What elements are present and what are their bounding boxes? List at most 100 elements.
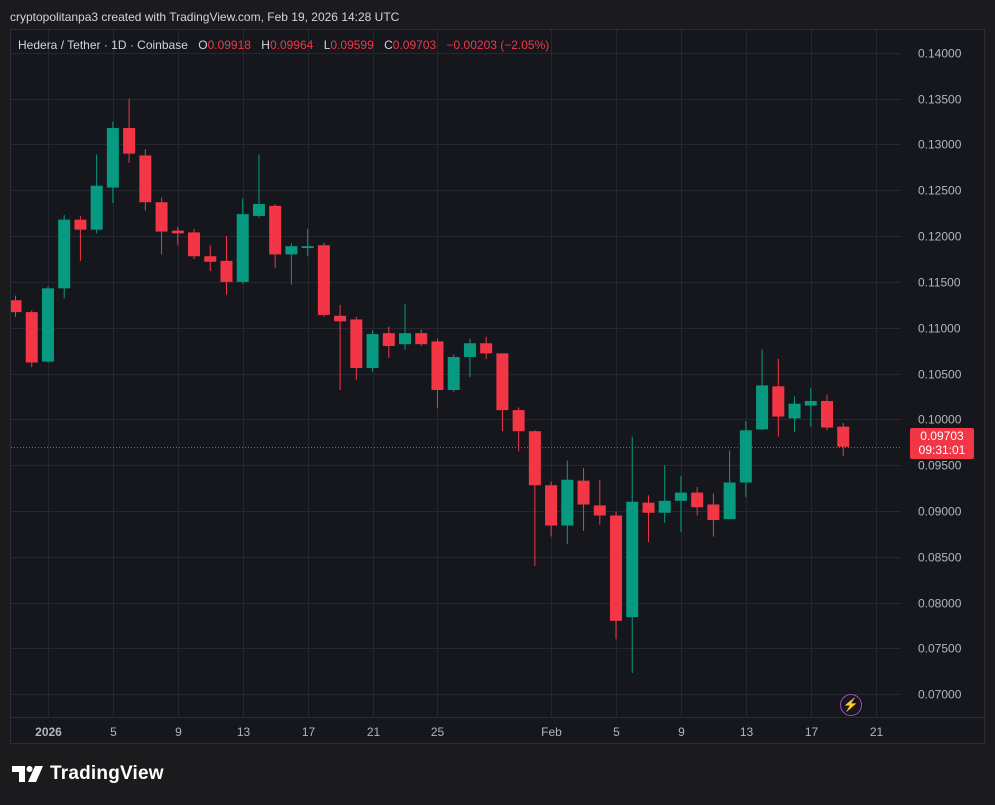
candle[interactable] bbox=[415, 329, 428, 347]
chart-frame[interactable]: 0.14000 0.13500 0.13000 0.12500 0.12000 0.115… bbox=[10, 29, 985, 744]
candle-body bbox=[317, 245, 330, 315]
candle[interactable] bbox=[269, 204, 282, 269]
x-tick-label: 5 bbox=[110, 725, 117, 739]
candle[interactable] bbox=[739, 421, 752, 498]
candle[interactable] bbox=[804, 388, 817, 427]
candle[interactable] bbox=[155, 197, 168, 255]
candle[interactable] bbox=[106, 121, 119, 204]
close-value: 0.09703 bbox=[392, 38, 437, 52]
chart-caption: cryptopolitanpa3 created with TradingVie… bbox=[10, 10, 400, 24]
candle[interactable] bbox=[626, 436, 639, 674]
candle-body bbox=[642, 502, 655, 513]
y-tick-label: 0.08000 bbox=[918, 597, 962, 611]
candle[interactable] bbox=[545, 481, 558, 537]
candle[interactable] bbox=[528, 430, 541, 566]
candle-body bbox=[41, 288, 54, 362]
candle[interactable] bbox=[447, 354, 460, 392]
candle[interactable] bbox=[139, 149, 152, 211]
candle[interactable] bbox=[90, 154, 103, 234]
candle-body bbox=[366, 334, 379, 369]
tradingview-brand[interactable]: TradingView bbox=[12, 763, 164, 785]
candle-body bbox=[512, 410, 525, 432]
candle[interactable] bbox=[334, 304, 347, 390]
candle[interactable] bbox=[382, 326, 395, 358]
x-tick-label: 25 bbox=[431, 725, 445, 739]
candle-body bbox=[269, 205, 282, 255]
candle[interactable] bbox=[41, 286, 54, 363]
candle-body bbox=[90, 185, 103, 230]
x-tick-label: 17 bbox=[302, 725, 316, 739]
candle-body bbox=[334, 315, 347, 322]
y-tick-label: 0.11000 bbox=[918, 322, 961, 336]
open-label: O bbox=[198, 38, 208, 52]
candle[interactable] bbox=[788, 396, 801, 433]
y-tick-label: 0.07500 bbox=[918, 642, 962, 656]
candle[interactable] bbox=[301, 228, 314, 257]
candle[interactable] bbox=[431, 338, 444, 409]
candle-body bbox=[204, 256, 217, 262]
x-tick-label: Feb bbox=[541, 725, 562, 739]
candle[interactable] bbox=[577, 467, 590, 532]
candle[interactable] bbox=[25, 310, 38, 368]
candle-body bbox=[626, 501, 639, 618]
candle[interactable] bbox=[463, 338, 476, 378]
y-tick-label: 0.09500 bbox=[918, 459, 962, 473]
candle-body bbox=[480, 343, 493, 354]
candle[interactable] bbox=[691, 487, 704, 516]
x-tick-label: 9 bbox=[175, 725, 182, 739]
candle[interactable] bbox=[707, 493, 720, 537]
candle[interactable] bbox=[285, 243, 298, 285]
candle[interactable] bbox=[399, 303, 412, 350]
y-tick-label: 0.13500 bbox=[918, 93, 962, 107]
candle[interactable] bbox=[317, 242, 330, 317]
candle-body bbox=[139, 155, 152, 203]
candle-body bbox=[74, 219, 87, 230]
y-tick-label: 0.09000 bbox=[918, 505, 962, 519]
candle[interactable] bbox=[366, 330, 379, 372]
y-axis: 0.14000 0.13500 0.13000 0.12500 0.12000 0.115… bbox=[918, 47, 962, 702]
candle[interactable] bbox=[658, 465, 671, 523]
candle-body bbox=[739, 430, 752, 483]
candle-body bbox=[220, 260, 233, 282]
ohlc-legend[interactable]: Hedera / Tether · 1D · Coinbase O0.09918… bbox=[18, 38, 549, 52]
candle[interactable] bbox=[236, 198, 249, 284]
candle-body bbox=[382, 333, 395, 347]
candle[interactable] bbox=[821, 394, 833, 431]
candle[interactable] bbox=[610, 511, 623, 640]
candlestick-chart[interactable]: 0.14000 0.13500 0.13000 0.12500 0.12000 0.115… bbox=[11, 30, 985, 744]
x-tick-label: 17 bbox=[805, 725, 819, 739]
x-tick-label: 13 bbox=[740, 725, 754, 739]
last-price-value: 0.09703 bbox=[920, 429, 964, 443]
candle-body bbox=[155, 202, 168, 232]
candle[interactable] bbox=[220, 236, 233, 295]
candle[interactable] bbox=[723, 450, 736, 520]
candle[interactable] bbox=[204, 245, 217, 271]
candle[interactable] bbox=[74, 215, 87, 261]
candle[interactable] bbox=[188, 228, 201, 259]
candle[interactable] bbox=[123, 98, 136, 163]
change-value: −0.00203 (−2.05%) bbox=[446, 38, 550, 52]
candle[interactable] bbox=[11, 295, 22, 317]
candle[interactable] bbox=[350, 316, 363, 380]
candle[interactable] bbox=[756, 349, 769, 431]
y-tick-label: 0.12500 bbox=[918, 184, 962, 198]
symbol-label[interactable]: Hedera / Tether · 1D · Coinbase bbox=[18, 38, 188, 52]
candle[interactable] bbox=[772, 358, 785, 437]
candle-body bbox=[658, 500, 671, 513]
lightning-icon[interactable]: ⚡ bbox=[840, 694, 862, 716]
candle[interactable] bbox=[480, 336, 493, 359]
y-tick-label: 0.12000 bbox=[918, 230, 962, 244]
candle[interactable] bbox=[561, 460, 574, 544]
candle[interactable] bbox=[837, 422, 850, 456]
candle-body bbox=[236, 214, 249, 282]
candle[interactable] bbox=[674, 476, 687, 532]
candle[interactable] bbox=[58, 215, 71, 299]
candle[interactable] bbox=[171, 226, 184, 246]
candle[interactable] bbox=[593, 479, 606, 525]
candle[interactable] bbox=[252, 154, 265, 218]
candle[interactable] bbox=[512, 407, 525, 452]
candles bbox=[11, 98, 850, 674]
candle[interactable] bbox=[496, 353, 509, 432]
candle[interactable] bbox=[642, 495, 655, 543]
y-tick-label: 0.10000 bbox=[918, 413, 962, 427]
